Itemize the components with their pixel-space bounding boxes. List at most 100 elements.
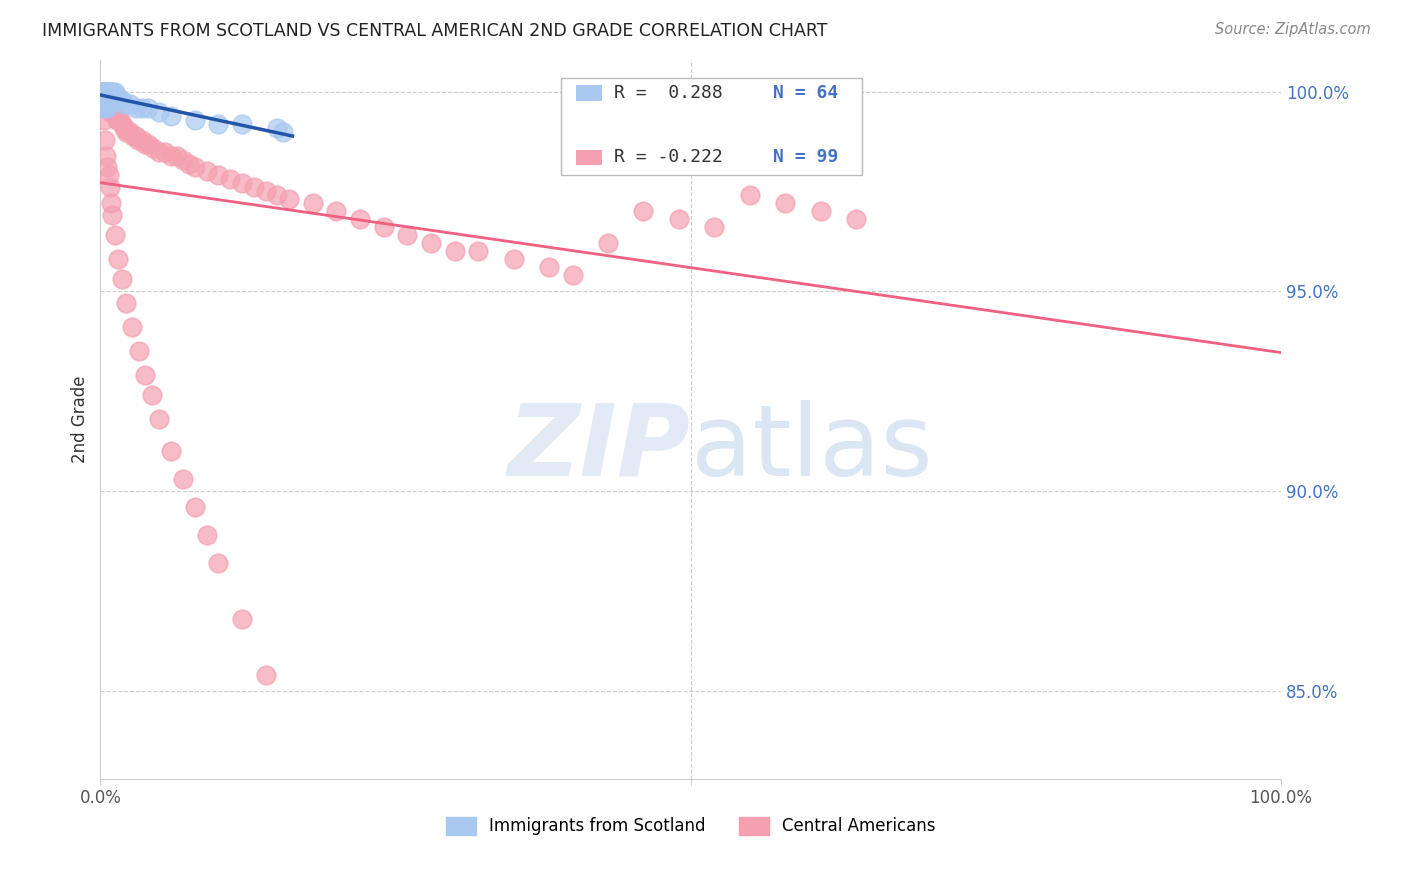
Point xyxy=(738,188,761,202)
Point xyxy=(94,132,117,146)
Text: IMMIGRANTS FROM SCOTLAND VS CENTRAL AMERICAN 2ND GRADE CORRELATION CHART: IMMIGRANTS FROM SCOTLAND VS CENTRAL AMER… xyxy=(42,22,828,40)
Text: R =  0.288: R = 0.288 xyxy=(614,84,723,102)
Point xyxy=(537,260,560,275)
Point xyxy=(148,412,170,426)
Point xyxy=(98,96,121,111)
FancyBboxPatch shape xyxy=(576,85,602,101)
Point xyxy=(160,444,183,458)
Point xyxy=(97,85,120,99)
Point xyxy=(94,96,117,111)
Point xyxy=(96,93,118,107)
Point xyxy=(93,96,115,111)
Point xyxy=(668,212,690,227)
Point xyxy=(96,88,118,103)
Point xyxy=(96,161,118,175)
Point xyxy=(266,120,288,135)
Point xyxy=(90,85,112,99)
Point xyxy=(131,101,153,115)
Point xyxy=(118,96,141,111)
Point xyxy=(373,220,395,235)
Point xyxy=(96,96,118,111)
Point xyxy=(101,101,124,115)
Point xyxy=(467,244,489,259)
Text: N = 99: N = 99 xyxy=(773,148,838,167)
Point xyxy=(100,85,122,99)
Point xyxy=(96,101,118,115)
Point xyxy=(93,93,115,107)
Point xyxy=(104,109,127,123)
Point xyxy=(94,88,117,103)
Point xyxy=(93,101,115,115)
Point xyxy=(184,112,207,127)
Point xyxy=(96,101,118,115)
Point xyxy=(103,88,125,103)
Point xyxy=(160,148,183,162)
Point xyxy=(136,136,159,151)
FancyBboxPatch shape xyxy=(561,78,862,175)
Point xyxy=(93,85,115,99)
Text: atlas: atlas xyxy=(690,400,932,497)
Point xyxy=(96,85,118,99)
Point xyxy=(118,124,141,138)
Point xyxy=(93,85,115,99)
Point xyxy=(103,228,125,243)
Point xyxy=(302,196,325,211)
Point xyxy=(96,93,118,107)
Point xyxy=(207,556,229,570)
Point xyxy=(107,93,129,107)
Point xyxy=(93,101,115,115)
Point xyxy=(128,344,150,359)
Point xyxy=(94,85,117,99)
Point xyxy=(90,93,112,107)
Point xyxy=(97,88,120,103)
Point xyxy=(100,101,122,115)
Point xyxy=(93,88,115,103)
Point xyxy=(810,204,832,219)
Point xyxy=(94,96,117,111)
Point xyxy=(103,88,125,103)
Point xyxy=(596,236,619,251)
Point xyxy=(107,112,129,127)
Point xyxy=(110,112,132,127)
Legend: Immigrants from Scotland, Central Americans: Immigrants from Scotland, Central Americ… xyxy=(446,817,935,835)
Point xyxy=(108,112,131,127)
Point xyxy=(141,388,163,402)
Point xyxy=(96,93,118,107)
Point xyxy=(110,93,132,107)
Point xyxy=(231,177,253,191)
Point xyxy=(101,209,124,223)
Point xyxy=(96,88,118,103)
Point xyxy=(195,528,218,542)
Point xyxy=(105,112,128,127)
Point xyxy=(177,156,200,170)
Point xyxy=(160,109,183,123)
Point xyxy=(94,85,117,99)
Point xyxy=(110,116,132,130)
Point xyxy=(91,85,114,99)
Point xyxy=(100,88,122,103)
Point xyxy=(98,85,121,99)
Point xyxy=(112,96,135,111)
Point xyxy=(103,109,125,123)
Point xyxy=(148,104,170,119)
Point xyxy=(773,196,796,211)
Point xyxy=(502,252,524,267)
Point xyxy=(243,180,266,194)
Point xyxy=(131,132,153,146)
FancyBboxPatch shape xyxy=(576,150,602,165)
Point xyxy=(96,148,118,162)
Point xyxy=(254,185,277,199)
Point xyxy=(172,153,194,167)
Text: ZIP: ZIP xyxy=(508,400,690,497)
Point xyxy=(125,128,148,143)
Point xyxy=(101,88,124,103)
Point xyxy=(97,96,120,111)
Point xyxy=(254,668,277,682)
Point xyxy=(118,124,141,138)
Point xyxy=(101,85,124,99)
Point xyxy=(121,320,143,334)
Point xyxy=(101,104,124,119)
Point xyxy=(96,96,118,111)
Point xyxy=(231,116,253,130)
Point xyxy=(90,85,112,99)
